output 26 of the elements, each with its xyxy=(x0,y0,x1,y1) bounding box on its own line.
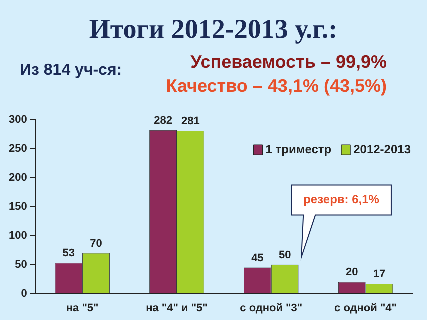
x-tick-label: с одной "3" xyxy=(240,302,303,314)
y-tick-label: 100 xyxy=(8,230,28,242)
legend-label: 2012-2013 xyxy=(354,142,412,156)
x-tick-label: на "4" и "5" xyxy=(146,302,208,314)
text: Качество – 43,1% (43,5%) xyxy=(166,76,387,97)
text: Успеваемость – 99,9% xyxy=(190,52,387,73)
data-label: 282 xyxy=(154,114,172,127)
chart-subtitle: Из 814 уч-ся: xyxy=(20,62,122,80)
y-tick-label: 50 xyxy=(15,258,28,271)
chart-title: Итоги 2012-2013 у.г.: xyxy=(88,14,339,45)
data-label: 45 xyxy=(252,252,264,264)
y-tick-label: 250 xyxy=(8,143,28,155)
x-tick-label: на "5" xyxy=(66,302,99,314)
y-tick-label: 0 xyxy=(21,288,28,300)
data-label: 281 xyxy=(181,116,200,128)
data-label: 50 xyxy=(278,249,292,262)
y-tick-label: 150 xyxy=(8,200,28,213)
data-label: 70 xyxy=(90,238,102,250)
legend-label: 1 триместр xyxy=(266,142,332,156)
data-label: 20 xyxy=(346,266,358,279)
y-tick-label: 200 xyxy=(8,172,28,184)
data-label: 17 xyxy=(373,268,386,280)
y-tick-label: 300 xyxy=(8,114,28,126)
data-label: 53 xyxy=(62,248,75,260)
annotation: резерв: 6,1% xyxy=(304,192,380,207)
x-tick-label: с одной "4" xyxy=(334,302,398,314)
